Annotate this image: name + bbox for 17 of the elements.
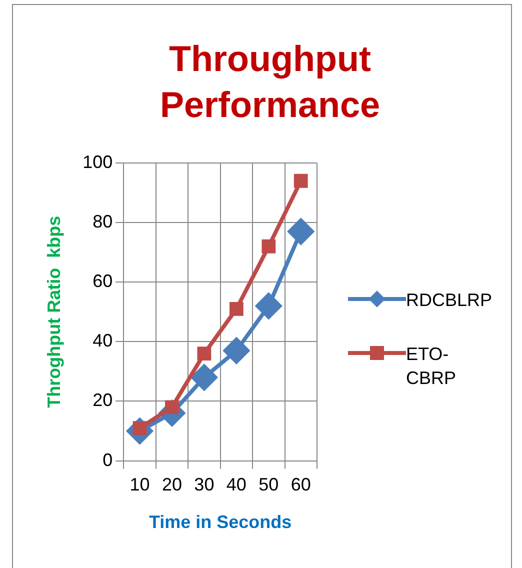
legend-label: ETO-CBRP	[406, 343, 458, 390]
y-tick-label: 100	[82, 152, 113, 172]
y-tick-label: 80	[92, 212, 113, 232]
x-tick-label: 20	[162, 474, 182, 495]
x-tick-label: 40	[226, 474, 246, 495]
x-axis-title: Time in Seconds	[148, 512, 292, 532]
y-tick-label: 40	[92, 330, 113, 351]
x-tick-label: 10	[130, 474, 150, 495]
x-tick-label: 50	[258, 474, 279, 495]
y-axis-title: Throghput Ratio kbps	[44, 216, 64, 408]
legend-label: RDCBLRP	[406, 289, 492, 312]
x-tick-label: 60	[290, 474, 311, 495]
y-tick-label: 60	[92, 271, 113, 292]
chart-title: Throughput Performance	[158, 37, 382, 127]
y-tick-label: 20	[92, 390, 113, 410]
x-tick-label: 30	[194, 474, 214, 495]
y-tick-label: 0	[102, 450, 113, 470]
